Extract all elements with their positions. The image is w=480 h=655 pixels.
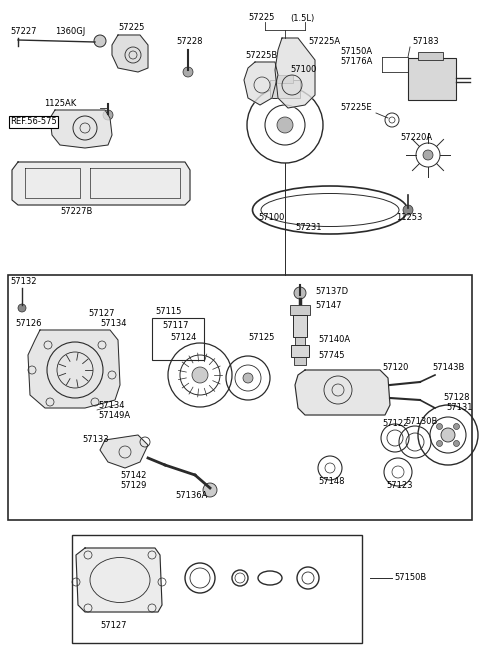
Text: 57117: 57117	[162, 320, 189, 329]
Text: REF.56-575: REF.56-575	[10, 117, 57, 126]
Text: 57225: 57225	[118, 24, 144, 33]
Circle shape	[183, 67, 193, 77]
Polygon shape	[100, 435, 148, 468]
Text: 11253: 11253	[396, 214, 422, 223]
Polygon shape	[76, 548, 162, 612]
Text: 57115: 57115	[155, 307, 181, 316]
Text: 57176A: 57176A	[340, 58, 372, 67]
Circle shape	[277, 117, 293, 133]
Circle shape	[454, 424, 459, 430]
Text: 57150A: 57150A	[340, 48, 372, 56]
Bar	[8, 275, 472, 520]
Circle shape	[18, 304, 26, 312]
Bar	[295, 337, 305, 345]
Text: 57183: 57183	[412, 37, 439, 47]
Text: 57231: 57231	[295, 223, 322, 233]
Circle shape	[423, 150, 433, 160]
Bar	[72, 535, 362, 643]
Text: 57133: 57133	[82, 436, 108, 445]
Text: 57136A: 57136A	[175, 491, 207, 500]
Text: 57120: 57120	[382, 364, 408, 373]
Text: 57134: 57134	[100, 318, 127, 328]
Text: 57127: 57127	[88, 309, 115, 318]
Text: 57100: 57100	[258, 214, 284, 223]
Text: 57227B: 57227B	[60, 208, 92, 217]
Text: 57220A: 57220A	[400, 134, 432, 143]
Bar	[277, 75, 293, 83]
Circle shape	[403, 205, 413, 215]
Text: 57149A: 57149A	[98, 411, 130, 419]
Text: 57142: 57142	[120, 470, 146, 479]
Text: 57134: 57134	[98, 400, 124, 409]
Polygon shape	[28, 330, 120, 408]
Text: 1125AK: 1125AK	[44, 98, 76, 107]
Text: 57100: 57100	[290, 66, 316, 75]
Text: 57143B: 57143B	[432, 364, 464, 373]
Text: 57148: 57148	[318, 477, 345, 487]
Circle shape	[454, 440, 459, 447]
Circle shape	[243, 373, 253, 383]
Bar	[418, 52, 443, 60]
Polygon shape	[112, 35, 148, 72]
Text: 57123: 57123	[386, 481, 412, 491]
Text: 57122: 57122	[382, 419, 408, 428]
Circle shape	[192, 367, 208, 383]
Text: 57225A: 57225A	[308, 37, 340, 47]
Text: 57137D: 57137D	[315, 288, 348, 297]
Text: 57125: 57125	[248, 333, 275, 343]
Bar	[293, 315, 307, 337]
Circle shape	[103, 110, 113, 120]
Circle shape	[203, 483, 217, 497]
Bar	[290, 305, 310, 315]
Circle shape	[294, 287, 306, 299]
Text: 1360GJ: 1360GJ	[55, 28, 85, 37]
Text: 57130B: 57130B	[405, 417, 437, 426]
Text: 57140A: 57140A	[318, 335, 350, 345]
Bar	[294, 357, 306, 365]
Bar	[270, 80, 300, 98]
Text: 57127: 57127	[100, 620, 127, 629]
Circle shape	[436, 440, 443, 447]
Text: 57745: 57745	[318, 350, 345, 360]
Polygon shape	[12, 162, 190, 205]
Text: 57225: 57225	[248, 14, 275, 22]
Bar	[291, 345, 309, 357]
Text: 57225E: 57225E	[340, 103, 372, 113]
Polygon shape	[50, 110, 112, 148]
Text: 57131: 57131	[446, 403, 472, 413]
Text: 57124: 57124	[170, 333, 196, 343]
Bar	[152, 318, 204, 360]
Polygon shape	[244, 62, 278, 105]
Text: 57225B: 57225B	[245, 50, 277, 60]
Text: 57150B: 57150B	[394, 574, 426, 582]
Circle shape	[94, 35, 106, 47]
Text: 57129: 57129	[120, 481, 146, 489]
Text: 57128: 57128	[443, 394, 469, 403]
Text: 57147: 57147	[315, 301, 341, 310]
Circle shape	[441, 428, 455, 442]
Text: 57126: 57126	[15, 318, 41, 328]
Polygon shape	[295, 370, 390, 415]
Bar	[408, 58, 456, 100]
Circle shape	[436, 424, 443, 430]
Polygon shape	[275, 38, 315, 108]
Text: 57132: 57132	[10, 278, 36, 286]
Text: (1.5L): (1.5L)	[290, 14, 314, 22]
Text: 57228: 57228	[176, 37, 203, 47]
Text: 57227: 57227	[10, 28, 36, 37]
